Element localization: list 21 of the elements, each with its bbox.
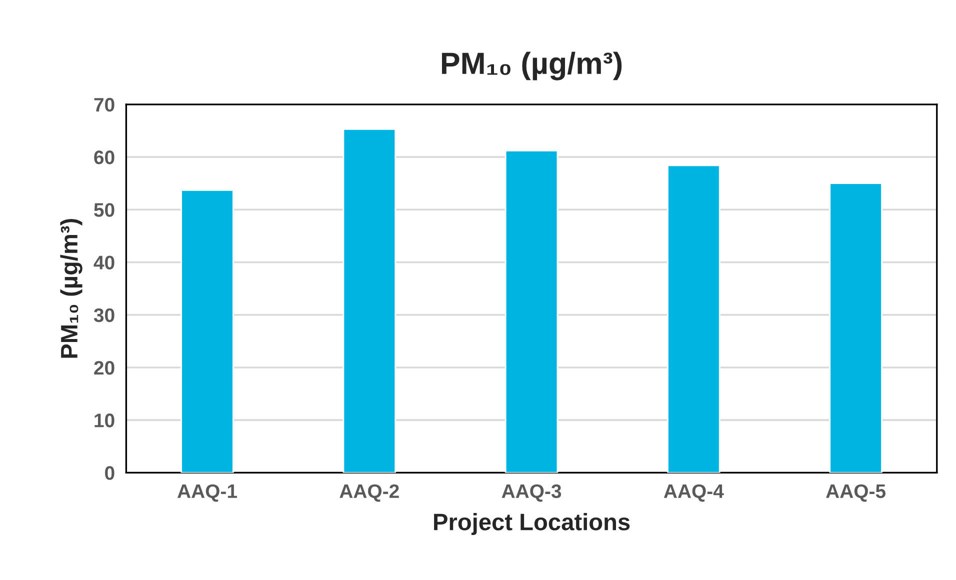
y-tick-label: 10 [94,414,114,428]
bar [667,164,720,473]
bar [829,182,882,473]
y-tick-label: 40 [94,256,114,270]
y-tick-label: 30 [94,308,114,322]
y-tick-label: 50 [94,203,114,217]
x-tick-label: AAQ-4 [664,484,724,502]
x-tick-label: AAQ-5 [826,484,886,502]
x-tick-label: AAQ-3 [502,484,562,502]
x-tick-label: AAQ-1 [177,484,237,502]
y-tick-label: 70 [94,98,114,112]
y-tick-label: 0 [105,466,114,480]
chart-title: PM₁₀ (µg/m³) [442,52,622,80]
bar [180,189,234,473]
y-tick-label: 20 [94,360,114,375]
bar [342,128,396,473]
bar [504,150,558,473]
x-tick-label: AAQ-2 [340,484,399,502]
x-axis-title: Project Locations [434,513,630,536]
y-tick-label: 60 [94,150,114,164]
y-axis-title: PM₁₀ (µg/m³) [60,218,82,358]
